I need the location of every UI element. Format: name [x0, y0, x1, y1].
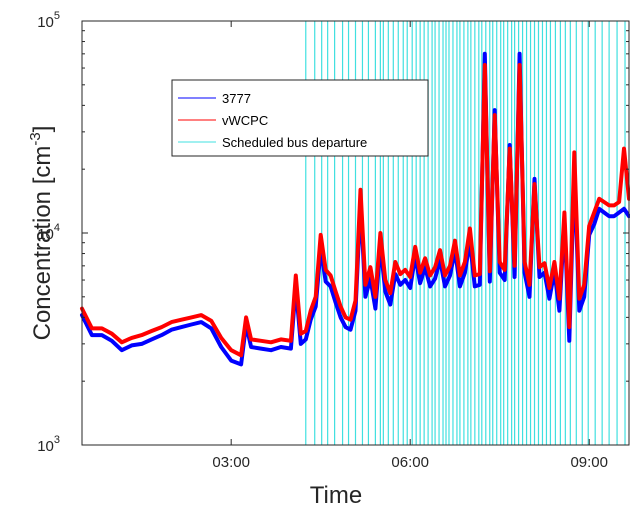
legend-box [171, 79, 429, 157]
legend-label-3777: 3777 [222, 91, 251, 106]
legend-label-bus: Scheduled bus departure [222, 135, 367, 150]
x-tick-label: 06:00 [391, 454, 429, 471]
legend: 3777 vWCPC Scheduled bus departure [171, 79, 429, 157]
x-tick-label: 09:00 [570, 454, 608, 471]
y-axis-title: Concentration [cm-3] [27, 126, 56, 341]
y-axis-ticks: 103 104 105 [37, 10, 629, 455]
y-tick-label: 105 [37, 10, 60, 31]
legend-label-vwcpc: vWCPC [222, 113, 268, 128]
series-line-vwcpc [80, 63, 630, 358]
x-axis-title: Time [310, 482, 362, 509]
series-lines [80, 51, 630, 367]
y-tick-label: 103 [37, 434, 60, 455]
x-axis-ticks: 03:00 06:00 09:00 [212, 21, 608, 471]
x-tick-label: 03:00 [212, 454, 250, 471]
y-tick-label: 104 [37, 222, 60, 243]
